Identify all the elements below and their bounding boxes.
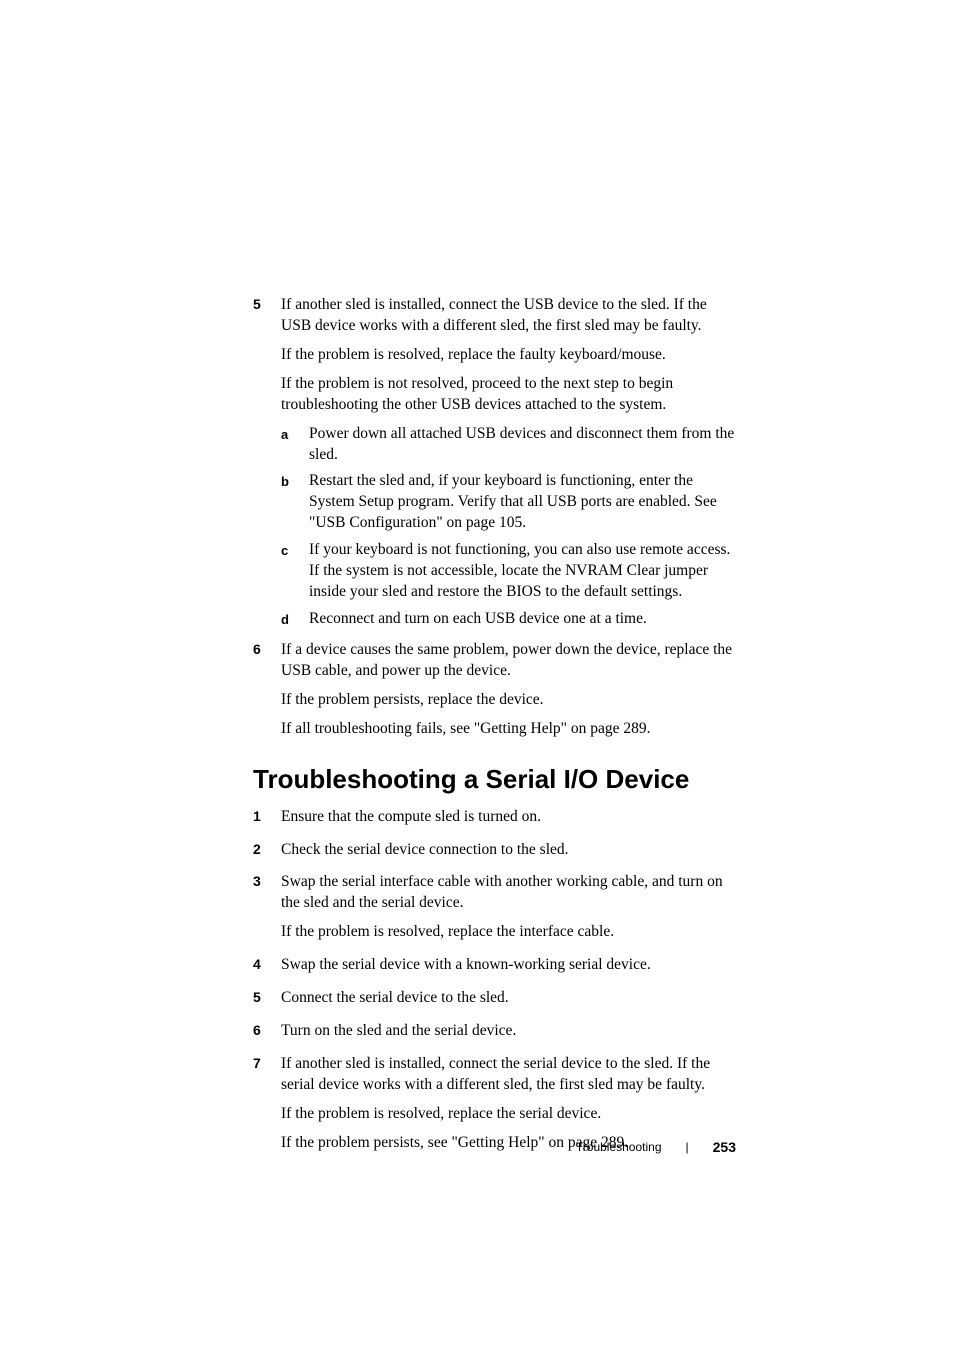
substep-c: c If your keyboard is not functioning, y…	[281, 540, 736, 603]
step-5: 5 Connect the serial device to the sled.	[253, 988, 736, 1017]
paragraph: Connect the serial device to the sled.	[281, 988, 736, 1009]
step-body: If a device causes the same problem, pow…	[281, 640, 736, 748]
step-body: Check the serial device connection to th…	[281, 840, 736, 869]
page-content: 5 If another sled is installed, connect …	[0, 0, 954, 1162]
step-1: 1 Ensure that the compute sled is turned…	[253, 807, 736, 836]
paragraph: Check the serial device connection to th…	[281, 840, 736, 861]
step-marker: 1	[253, 807, 281, 836]
step-body: Swap the serial interface cable with ano…	[281, 872, 736, 951]
step-marker: 5	[253, 988, 281, 1017]
step-marker: 4	[253, 955, 281, 984]
step-marker: 3	[253, 872, 281, 951]
substep-body: Restart the sled and, if your keyboard i…	[309, 471, 736, 534]
substep-body: Reconnect and turn on each USB device on…	[309, 609, 736, 630]
substep-marker: c	[281, 540, 309, 603]
paragraph: If the problem is resolved, replace the …	[281, 922, 736, 943]
paragraph: If the problem is not resolved, proceed …	[281, 374, 736, 416]
page-footer: Troubleshooting | 253	[576, 1139, 736, 1155]
step-5: 5 If another sled is installed, connect …	[253, 295, 736, 636]
step-marker: 7	[253, 1054, 281, 1162]
paragraph: If another sled is installed, connect th…	[281, 1054, 736, 1096]
footer-page-number: 253	[713, 1139, 736, 1155]
substep-d: d Reconnect and turn on each USB device …	[281, 609, 736, 630]
serial-section: 1 Ensure that the compute sled is turned…	[253, 807, 736, 1162]
substep-marker: d	[281, 609, 309, 630]
paragraph: If all troubleshooting fails, see "Getti…	[281, 719, 736, 740]
paragraph: Swap the serial interface cable with ano…	[281, 872, 736, 914]
step-body: If another sled is installed, connect th…	[281, 295, 736, 636]
substep-a: a Power down all attached USB devices an…	[281, 424, 736, 466]
substep-body: Power down all attached USB devices and …	[309, 424, 736, 466]
step-6: 6 Turn on the sled and the serial device…	[253, 1021, 736, 1050]
step-body: Turn on the sled and the serial device.	[281, 1021, 736, 1050]
paragraph: If a device causes the same problem, pow…	[281, 640, 736, 682]
substep-marker: b	[281, 471, 309, 534]
paragraph: If the problem is resolved, replace the …	[281, 345, 736, 366]
usb-section: 5 If another sled is installed, connect …	[253, 295, 736, 748]
footer-label: Troubleshooting	[576, 1140, 662, 1154]
paragraph: Turn on the sled and the serial device.	[281, 1021, 736, 1042]
paragraph: Swap the serial device with a known-work…	[281, 955, 736, 976]
substep-b: b Restart the sled and, if your keyboard…	[281, 471, 736, 534]
paragraph: If the problem persists, replace the dev…	[281, 690, 736, 711]
step-marker: 6	[253, 640, 281, 748]
paragraph: If another sled is installed, connect th…	[281, 295, 736, 337]
paragraph: If the problem is resolved, replace the …	[281, 1104, 736, 1125]
step-marker: 2	[253, 840, 281, 869]
step-body: Ensure that the compute sled is turned o…	[281, 807, 736, 836]
step-6: 6 If a device causes the same problem, p…	[253, 640, 736, 748]
step-marker: 6	[253, 1021, 281, 1050]
step-body: Swap the serial device with a known-work…	[281, 955, 736, 984]
paragraph: Ensure that the compute sled is turned o…	[281, 807, 736, 828]
step-marker: 5	[253, 295, 281, 636]
substep-marker: a	[281, 424, 309, 466]
step-body: Connect the serial device to the sled.	[281, 988, 736, 1017]
substep-body: If your keyboard is not functioning, you…	[309, 540, 736, 603]
footer-separator: |	[684, 1140, 691, 1154]
step-3: 3 Swap the serial interface cable with a…	[253, 872, 736, 951]
step-4: 4 Swap the serial device with a known-wo…	[253, 955, 736, 984]
section-heading-serial: Troubleshooting a Serial I/O Device	[253, 764, 736, 795]
step-2: 2 Check the serial device connection to …	[253, 840, 736, 869]
